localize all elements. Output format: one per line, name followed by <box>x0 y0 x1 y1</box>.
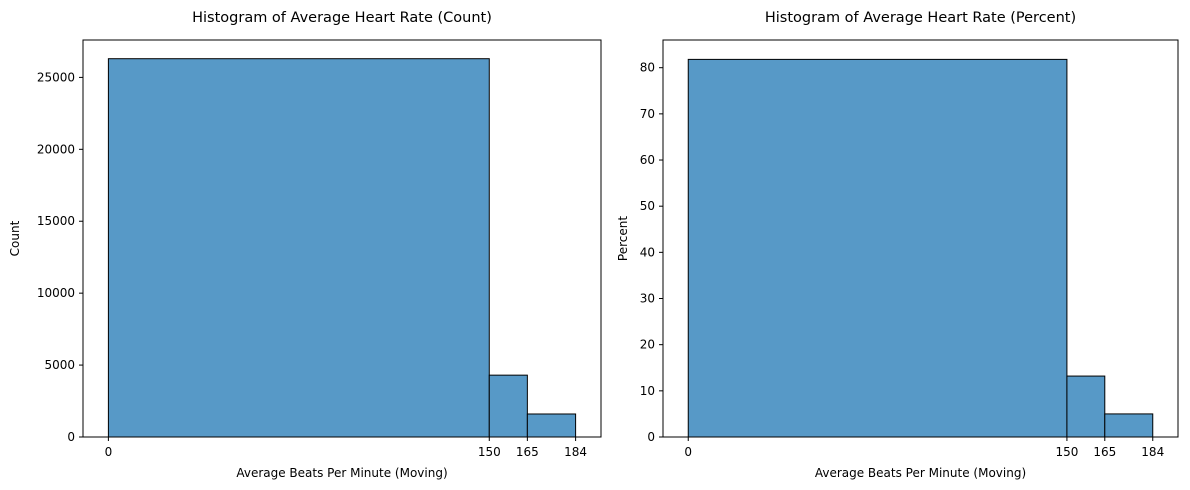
plot-frame <box>82 39 602 438</box>
y-tick-label: 25000 <box>37 70 75 84</box>
histogram-percent-panel: Histogram of Average Heart Rate (Percent… <box>616 10 1179 480</box>
x-axis-label: Average Beats Per Minute (Moving) <box>815 466 1026 480</box>
bars-group <box>107 58 577 438</box>
y-tick-label: 0 <box>647 430 655 444</box>
x-tick-label: 184 <box>1141 445 1164 459</box>
histogram-count-panel: Histogram of Average Heart Rate (Count) … <box>8 10 602 480</box>
y-tick-label: 5000 <box>44 358 75 372</box>
x-axis-label: Average Beats Per Minute (Moving) <box>236 466 447 480</box>
chart-title: Histogram of Average Heart Rate (Count) <box>192 10 492 26</box>
bars-group <box>687 58 1154 438</box>
ticks-group: 0 150 165 184 0 10 20 30 40 50 60 70 80 <box>640 61 1164 459</box>
bar <box>107 58 490 438</box>
bar <box>1104 413 1154 438</box>
x-tick-label: 165 <box>1093 445 1116 459</box>
x-tick-label: 150 <box>1055 445 1078 459</box>
y-tick-label: 0 <box>67 430 75 444</box>
bar <box>1066 375 1106 438</box>
y-tick-label: 10 <box>640 384 655 398</box>
x-tick-label: 165 <box>516 445 539 459</box>
bar <box>687 58 1068 438</box>
y-tick-label: 50 <box>640 199 655 213</box>
ticks-group: 0 150 165 184 0 5000 10000 15000 20000 25000 <box>37 70 587 459</box>
plot-frame <box>662 39 1179 438</box>
y-tick-label: 40 <box>640 245 655 259</box>
y-tick-label: 10000 <box>37 286 75 300</box>
y-tick-label: 15000 <box>37 214 75 228</box>
bar <box>526 413 577 438</box>
x-tick-label: 0 <box>684 445 692 459</box>
x-tick-label: 150 <box>478 445 501 459</box>
y-axis-label: Percent <box>616 216 630 261</box>
bar <box>488 374 528 438</box>
y-tick-label: 30 <box>640 292 655 306</box>
y-tick-label: 20000 <box>37 142 75 156</box>
x-tick-label: 184 <box>564 445 587 459</box>
y-tick-label: 20 <box>640 338 655 352</box>
y-tick-label: 70 <box>640 107 655 121</box>
x-tick-label: 0 <box>105 445 113 459</box>
y-tick-label: 80 <box>640 61 655 75</box>
y-axis-label: Count <box>8 220 22 256</box>
y-tick-label: 60 <box>640 153 655 167</box>
chart-title: Histogram of Average Heart Rate (Percent… <box>765 10 1076 26</box>
